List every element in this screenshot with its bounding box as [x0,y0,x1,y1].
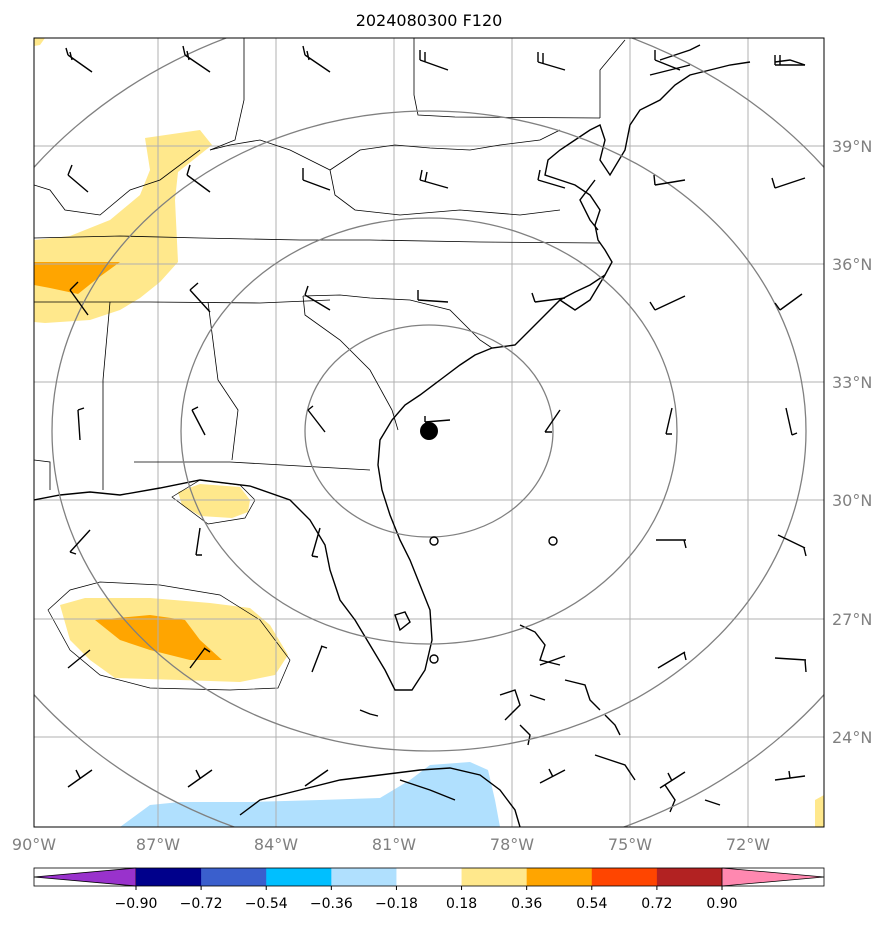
colorbar-tick-label: −0.72 [180,896,223,912]
colorbar-cell [656,868,723,886]
colorbar-cell [526,868,593,886]
lat-label: 36°N [832,255,872,274]
colorbar-cell [136,868,202,886]
lon-label: 72°W [726,835,770,854]
colorbar: −0.90 −0.72 −0.54 −0.36 −0.18 0.18 0.36 0.54 0.7… [33,867,825,912]
colorbar-tick-label: 0.54 [576,896,607,912]
colorbar-tick-label: −0.90 [115,896,158,912]
colorbar-extension-high [721,867,825,887]
wind-barbs [65,45,807,789]
colorbar-tick-label: 0.90 [706,896,737,912]
colorbar-cell [331,868,397,886]
colorbar-cell [266,868,332,886]
colorbar-cell [461,868,528,886]
longitude-labels: 90°W 87°W 84°W 81°W 78°W 75°W 72°W [12,835,770,854]
lat-label: 39°N [832,137,872,156]
calm-wind-markers [429,536,558,664]
colorbar-cell [201,868,267,886]
graticule [34,38,824,827]
lon-label: 78°W [490,835,534,854]
colorbar-tick-label: 0.18 [446,896,477,912]
colorbar-tick-label: −0.54 [245,896,288,912]
storm-center-marker [420,422,438,440]
map-title: 2024080300 F120 [356,11,503,30]
colorbar-tick-label: −0.18 [375,896,418,912]
lat-label: 30°N [832,491,872,510]
lat-label: 27°N [832,610,872,629]
colorbar-cell [396,868,463,886]
lon-label: 84°W [254,835,298,854]
map-frame [33,37,825,828]
colorbar-tick-label: 0.36 [511,896,542,912]
lon-label: 81°W [372,835,416,854]
lat-label: 24°N [832,728,872,747]
colorbar-tick-label: −0.36 [310,896,353,912]
lon-label: 90°W [12,835,56,854]
lon-label: 87°W [136,835,180,854]
range-rings [34,38,824,827]
coastline [34,44,806,827]
lat-label: 33°N [832,373,872,392]
lon-label: 75°W [608,835,652,854]
colorbar-cell [591,868,658,886]
colorbar-extension-low [33,867,137,887]
negative-anomaly-shading [120,762,500,827]
latitude-labels: 39°N 36°N 33°N 30°N 27°N 24°N [832,137,872,747]
colorbar-tick-label: 0.72 [641,896,672,912]
